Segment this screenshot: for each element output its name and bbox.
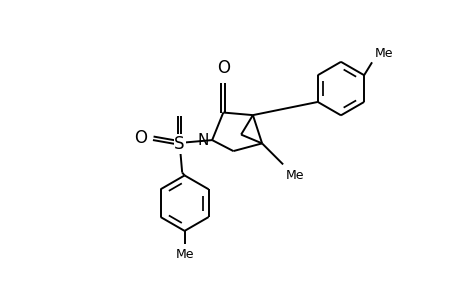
Text: O: O	[216, 59, 230, 77]
Text: Me: Me	[374, 47, 392, 60]
Text: Me: Me	[285, 169, 304, 182]
Text: N: N	[197, 133, 209, 148]
Text: S: S	[174, 135, 185, 153]
Text: O: O	[134, 129, 147, 147]
Text: Me: Me	[175, 248, 193, 261]
